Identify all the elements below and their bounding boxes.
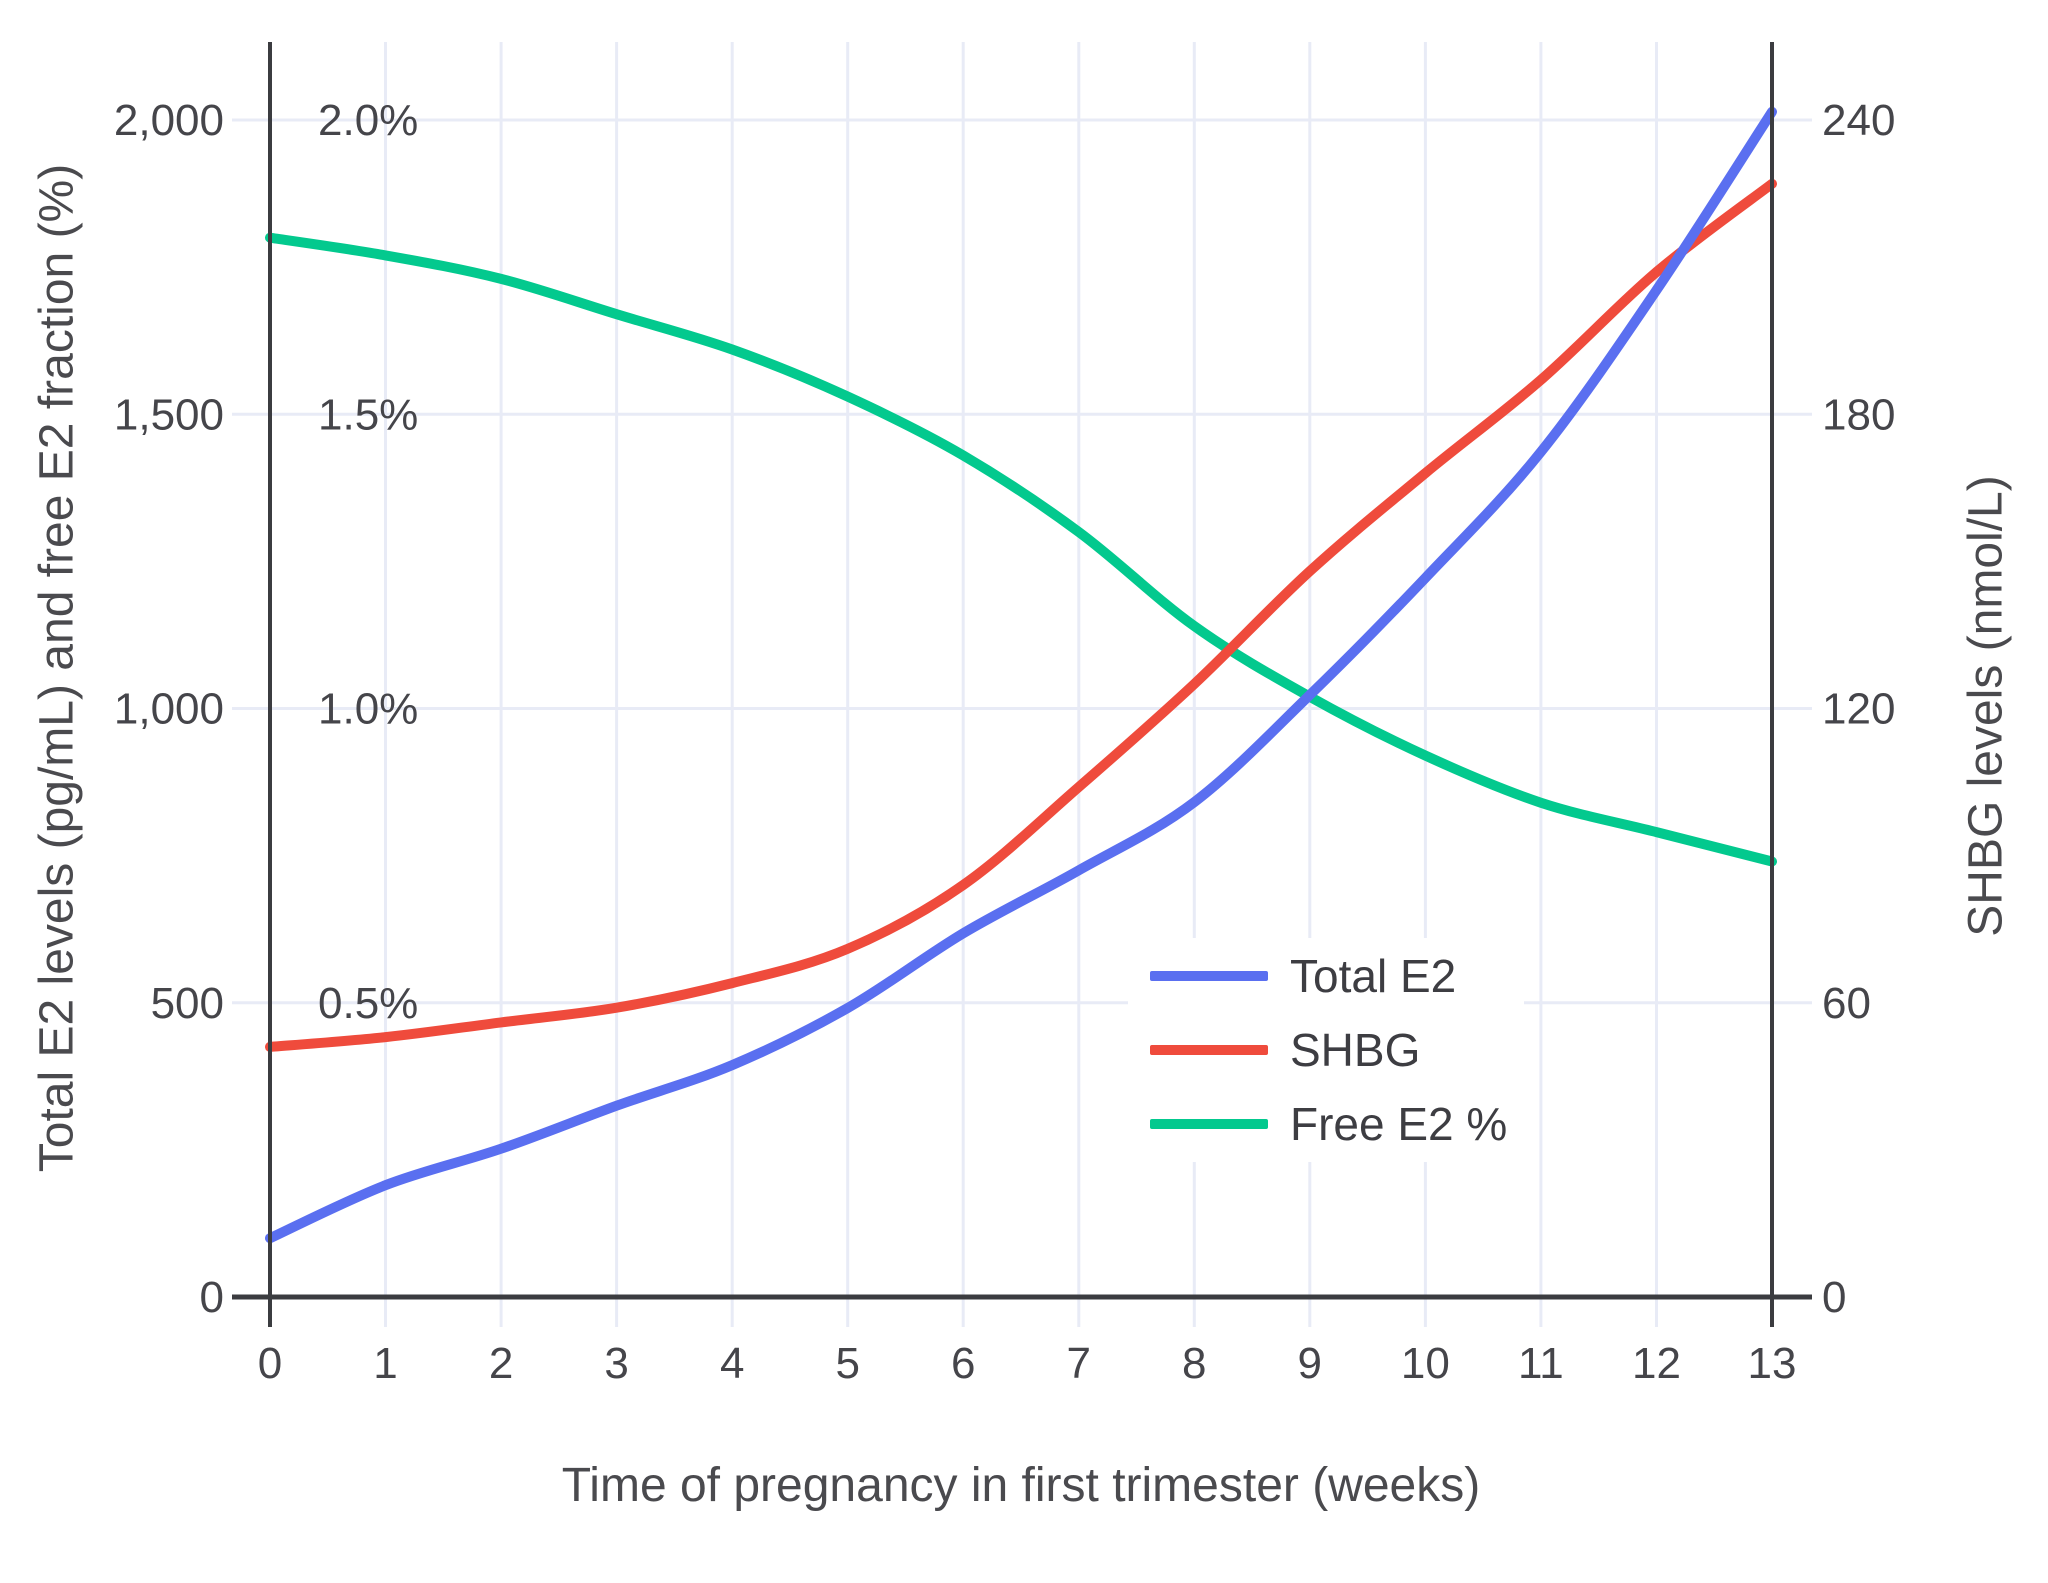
y-tick-left: 1,000 xyxy=(114,685,224,734)
x-tick: 11 xyxy=(1518,1339,1564,1388)
y-tick-right: 240 xyxy=(1822,96,1895,145)
y-tick-percent: 1.0% xyxy=(318,685,418,734)
x-tick: 8 xyxy=(1182,1339,1206,1388)
legend-swatch-shbg xyxy=(1150,1045,1268,1055)
line-shbg xyxy=(265,178,1777,1052)
legend-label-shbg: SHBG xyxy=(1290,1024,1421,1076)
x-tick: 1 xyxy=(373,1339,397,1388)
x-tick: 9 xyxy=(1298,1339,1322,1388)
legend-label-free-e2-pct: Free E2 % xyxy=(1290,1098,1508,1150)
x-tick: 13 xyxy=(1748,1339,1797,1388)
y-tick-left: 2,000 xyxy=(114,96,224,145)
x-tick: 10 xyxy=(1401,1339,1450,1388)
x-tick: 2 xyxy=(489,1339,513,1388)
x-tick: 4 xyxy=(720,1339,744,1388)
y-tick-percent: 1.5% xyxy=(318,390,418,439)
y-tick-right: 180 xyxy=(1822,390,1895,439)
y-tick-left: 1,500 xyxy=(114,390,224,439)
left-y-axis-title: Total E2 levels (pg/mL) and free E2 frac… xyxy=(30,163,84,1173)
x-tick: 6 xyxy=(951,1339,975,1388)
legend-item-total-e2[interactable]: Total E2 xyxy=(1128,939,1524,1013)
x-tick: 3 xyxy=(604,1339,628,1388)
right-y-axis-title: SHBG levels (nmol/L) xyxy=(1959,475,2013,937)
legend-item-shbg[interactable]: SHBG xyxy=(1128,1013,1524,1087)
y-tick-left: 0 xyxy=(200,1273,224,1322)
y-tick-percent: 2.0% xyxy=(318,96,418,145)
x-tick: 7 xyxy=(1067,1339,1091,1388)
legend-label-total-e2: Total E2 xyxy=(1290,950,1457,1002)
y-tick-right: 120 xyxy=(1822,685,1895,734)
line-free-e2 xyxy=(265,232,1777,867)
x-tick: 12 xyxy=(1632,1339,1681,1388)
legend: Total E2 SHBG Free E2 % xyxy=(1128,938,1524,1162)
y-tick-right: 0 xyxy=(1822,1273,1846,1322)
y-tick-left: 500 xyxy=(151,979,224,1028)
legend-swatch-free-e2-pct xyxy=(1150,1119,1268,1129)
x-tick: 0 xyxy=(258,1339,282,1388)
x-tick: 5 xyxy=(835,1339,859,1388)
x-axis-title: Time of pregnancy in first trimester (we… xyxy=(561,1459,1481,1512)
legend-item-free-e2-pct[interactable]: Free E2 % xyxy=(1128,1087,1524,1161)
y-tick-percent: 0.5% xyxy=(318,979,418,1028)
y-tick-right: 60 xyxy=(1822,979,1871,1028)
line-total-e2 xyxy=(265,106,1777,1244)
legend-swatch-total-e2 xyxy=(1150,971,1268,981)
